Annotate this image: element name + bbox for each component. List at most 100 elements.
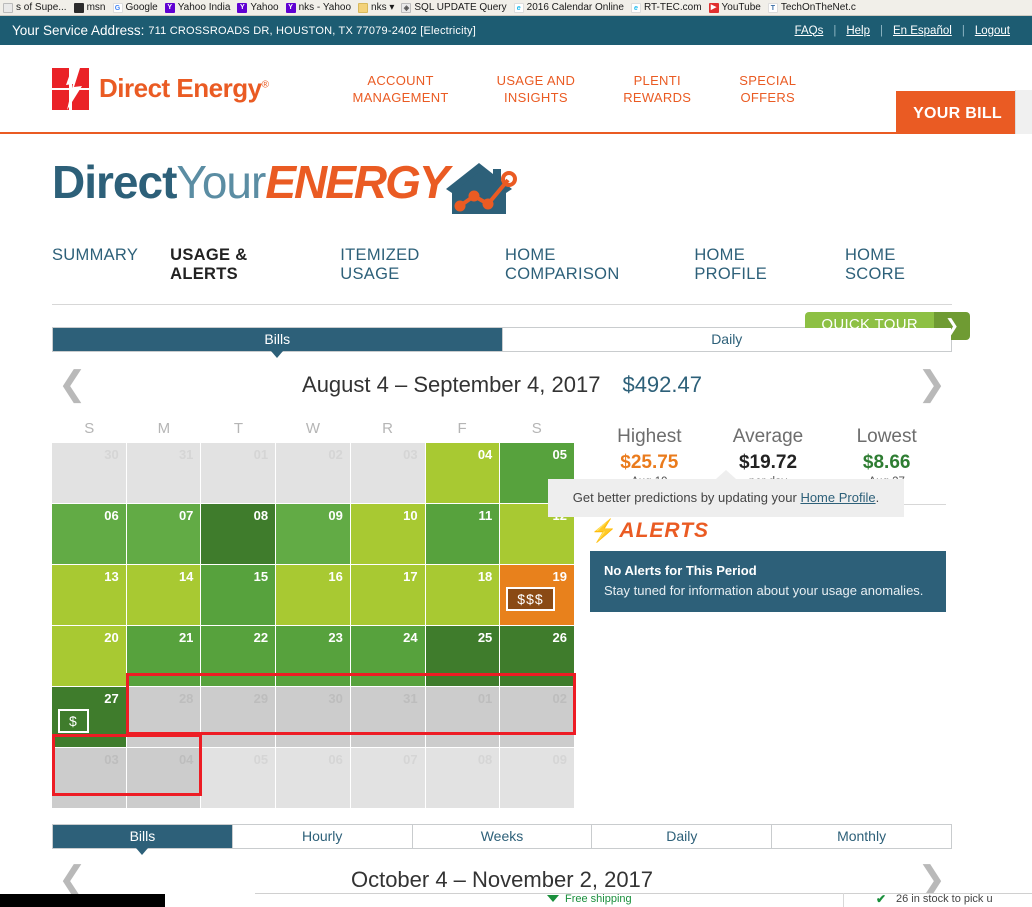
calendar-day-cell[interactable]: 22 — [201, 626, 276, 686]
calendar-day-cell[interactable]: 25 — [425, 626, 500, 686]
your-bill-button[interactable]: YOUR BILL — [896, 91, 1019, 137]
calendar-day-cell[interactable]: 19 $$$ — [500, 565, 574, 625]
en-espanol-link[interactable]: En Español — [892, 24, 952, 37]
bottom-tab-monthly[interactable]: Monthly — [772, 825, 951, 848]
bookmark-item[interactable]: T TechOnTheNet.c — [767, 2, 856, 13]
stat-value: $25.75 — [620, 452, 679, 473]
ie-icon: e — [513, 2, 524, 13]
calendar-day-cell[interactable]: 06 — [52, 504, 126, 564]
calendar-day-cell[interactable]: 29 — [201, 687, 276, 747]
calendar-day-number: 03 — [104, 752, 119, 767]
subnav-item-summary[interactable]: SUMMARY — [52, 246, 139, 264]
calendar-day-cell[interactable]: 04 — [126, 748, 201, 808]
calendar-day-cell[interactable]: 17 — [350, 565, 425, 625]
calendar-day-cell[interactable]: 20 — [52, 626, 126, 686]
bookmark-item[interactable]: s of Supe... — [3, 2, 67, 13]
bookmark-item[interactable]: ◈ SQL UPDATE Query — [401, 2, 507, 13]
calendar-day-cell[interactable]: 24 — [350, 626, 425, 686]
calendar-day-cell[interactable]: 01 — [201, 443, 276, 503]
help-link[interactable]: Help — [846, 24, 870, 37]
calendar-day-cell[interactable]: 05 — [201, 748, 276, 808]
bookmark-label: s of Supe... — [16, 2, 67, 13]
bookmark-item[interactable]: msn — [73, 2, 106, 13]
bookmark-label: msn — [86, 2, 106, 13]
calendar-day-cell[interactable]: 09 — [276, 504, 350, 564]
calendar-day-cell[interactable]: 02 — [500, 687, 574, 747]
subnav-item-home-profile[interactable]: HOME PROFILE — [694, 246, 768, 283]
calendar-grid: 3031010203040506070809101112131415161718… — [52, 443, 574, 808]
calendar-day-cell[interactable]: 01 — [425, 687, 500, 747]
calendar-day-cell[interactable]: 30 — [52, 443, 126, 503]
tab-bills[interactable]: Bills — [53, 328, 503, 358]
calendar-day-cell[interactable]: 15 — [201, 565, 276, 625]
bottom-tab-weeks[interactable]: Weeks — [412, 825, 593, 848]
nav-usage-and-insights[interactable]: USAGE AND INSIGHTS — [496, 72, 576, 105]
calendar-day-cell[interactable]: 16 — [276, 565, 350, 625]
calendar-day-cell[interactable]: 09 — [500, 748, 574, 808]
chevron-right-icon[interactable]: ❯ — [917, 860, 947, 898]
bookmark-item[interactable]: e RT-TEC.com — [630, 2, 702, 13]
bookmark-item[interactable]: e 2016 Calendar Online — [513, 2, 624, 13]
brand-name: Direct Energy® — [99, 73, 269, 104]
dye-direct-text: Direct — [52, 156, 177, 208]
calendar-day-cell[interactable]: 26 — [500, 626, 574, 686]
bottom-tab-daily[interactable]: Daily — [592, 825, 773, 848]
calendar-day-cell[interactable]: 08 — [425, 748, 500, 808]
calendar-day-cell[interactable]: 07 — [126, 504, 201, 564]
calendar-day-cell[interactable]: 18 — [425, 565, 500, 625]
calendar-day-cell[interactable]: 03 — [52, 748, 126, 808]
calendar-day-cell[interactable]: 28 — [126, 687, 201, 747]
background-page-fragment: Free shipping ✔ 26 in stock to pick u — [0, 893, 1032, 907]
subnav-item-usage-alerts[interactable]: USAGE & ALERTS — [170, 246, 248, 283]
prediction-text-suffix: . — [875, 490, 880, 505]
tab-label: Bills — [264, 331, 291, 347]
calendar-day-cell[interactable]: 07 — [350, 748, 425, 808]
bookmark-item[interactable]: G Google — [112, 2, 158, 13]
subnav-item-home-score[interactable]: HOME SCORE — [844, 246, 906, 283]
cost-badge: $$$ — [506, 587, 555, 611]
tab-daily[interactable]: Daily — [502, 328, 951, 351]
calendar-day-cell[interactable]: 13 — [52, 565, 126, 625]
calendar-day-cell[interactable]: 31 — [126, 443, 201, 503]
nav-account-management[interactable]: ACCOUNT MANAGEMENT — [352, 72, 449, 105]
chevron-right-icon[interactable]: ❯ — [917, 365, 947, 403]
calendar-day-cell[interactable]: 27 $ — [52, 687, 126, 747]
main-content: DirectYourENERGY QUICK TOUR ❯ SUMMARY US… — [0, 134, 1032, 901]
dow-saturday: S — [531, 420, 542, 437]
calendar-day-cell[interactable]: 10 — [350, 504, 425, 564]
home-profile-link[interactable]: Home Profile — [800, 490, 876, 505]
subnav-item-home-comparison[interactable]: HOME COMPARISON — [505, 246, 620, 283]
alert-heading: No Alerts for This Period — [604, 563, 757, 578]
bookmark-folder[interactable]: nks ▾ — [358, 2, 394, 13]
logout-link[interactable]: Logout — [974, 24, 1010, 37]
calendar-day-cell[interactable]: 14 — [126, 565, 201, 625]
calendar-day-cell[interactable]: 06 — [276, 748, 350, 808]
free-shipping-text: Free shipping — [565, 893, 632, 905]
bookmark-item[interactable]: ▶ YouTube — [708, 2, 761, 13]
calendar-day-cell[interactable]: 08 — [201, 504, 276, 564]
bookmark-item[interactable]: Y Yahoo India — [164, 2, 230, 13]
bottom-tab-bills[interactable]: Bills — [53, 825, 233, 855]
calendar-day-cell[interactable]: 31 — [350, 687, 425, 747]
calendar-day-cell[interactable]: 02 — [276, 443, 350, 503]
chevron-left-icon[interactable]: ❮ — [58, 365, 87, 403]
calendar-day-cell[interactable]: 03 — [350, 443, 425, 503]
yahoo-icon: Y — [285, 2, 296, 13]
calendar-day-number: 30 — [104, 447, 119, 462]
calendar-day-cell[interactable]: 30 — [276, 687, 350, 747]
bookmark-item[interactable]: Y Yahoo — [237, 2, 279, 13]
calendar-day-cell[interactable]: 23 — [276, 626, 350, 686]
service-address-label: Your Service Address: — [12, 23, 145, 38]
faqs-link[interactable]: FAQs — [794, 24, 824, 37]
subnav-item-itemized-usage[interactable]: ITEMIZED USAGE — [340, 246, 420, 283]
chevron-left-icon[interactable]: ❮ — [58, 860, 87, 898]
calendar-day-cell[interactable]: 04 — [425, 443, 500, 503]
nav-plenti-rewards[interactable]: PLENTI REWARDS — [623, 72, 692, 105]
brand-logo[interactable]: Direct Energy® — [52, 67, 269, 110]
nav-special-offers[interactable]: SPECIAL OFFERS — [739, 72, 797, 105]
calendar-day-cell[interactable]: 21 — [126, 626, 201, 686]
calendar-day-cell[interactable]: 11 — [425, 504, 500, 564]
bottom-tab-hourly[interactable]: Hourly — [232, 825, 413, 848]
